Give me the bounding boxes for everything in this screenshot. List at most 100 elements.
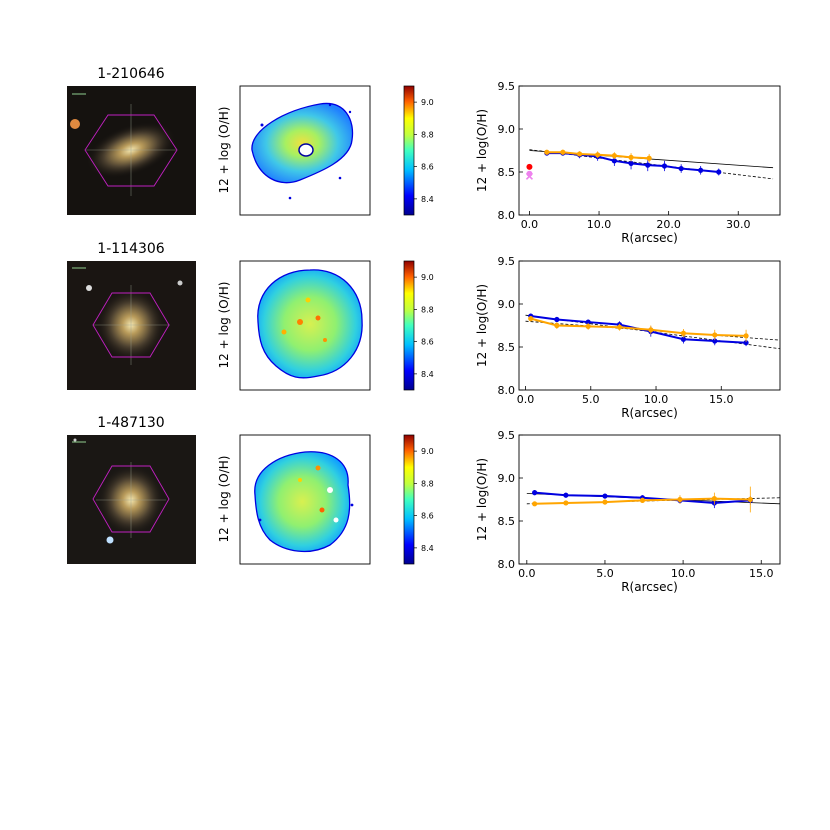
map-ylabel: 12 + log (O/H)	[217, 282, 231, 369]
colorbar-tick-label: 8.8	[421, 130, 434, 139]
data-point	[563, 492, 569, 498]
data-point	[677, 496, 683, 503]
y-tick-label: 8.0	[498, 209, 516, 222]
colorbar-tick-label: 8.4	[421, 370, 434, 379]
central-marker	[526, 163, 533, 170]
data-point	[560, 149, 566, 155]
data-point	[648, 327, 654, 333]
data-point	[532, 501, 538, 507]
y-tick-label: 8.0	[498, 558, 516, 571]
data-point	[554, 322, 560, 329]
colorbar-tick-label: 9.0	[421, 98, 434, 107]
y-tick-label: 8.5	[498, 341, 516, 354]
map-ylabel: 12 + log (O/H)	[217, 456, 231, 543]
colorbar: 8.4 8.6 8.8 9.0	[403, 85, 434, 216]
plot-area	[526, 486, 780, 513]
x-axis-label: R(arcsec)	[621, 406, 678, 420]
data-point	[661, 163, 668, 169]
x-axis-label: R(arcsec)	[621, 231, 678, 245]
colorbar-tick-label: 8.4	[421, 544, 434, 553]
ifu-hexagon	[84, 114, 178, 187]
y-tick-label: 9.5	[498, 255, 516, 268]
colorbar-tick-label: 8.6	[421, 163, 434, 172]
data-point	[712, 332, 718, 338]
row-3: 1-487130 12 + log (O/H) 8.48.68.89.0 8.	[67, 415, 781, 594]
colorbar-tick-label: 9.0	[421, 447, 434, 456]
x-tick-label: 15.0	[749, 567, 774, 580]
y-tick-label: 9.0	[498, 123, 516, 136]
y-axis-label: 12 + log(O/H)	[475, 109, 489, 192]
data-point	[743, 333, 749, 339]
galaxy-image	[67, 261, 196, 390]
data-point	[576, 151, 583, 157]
data-point	[698, 167, 704, 173]
plot-area	[525, 313, 780, 350]
x-tick-label: 10.0	[644, 393, 669, 406]
central-cross-marker	[525, 172, 534, 180]
galaxy-image	[67, 86, 196, 215]
data-point	[611, 153, 617, 159]
colorbar-tick-label: 8.8	[421, 479, 434, 488]
data-point	[680, 330, 687, 336]
colorbar: 8.4 8.6 8.8 9.0	[403, 434, 434, 565]
data-point	[585, 319, 591, 325]
plot-frame	[518, 434, 781, 565]
colorbar-tick-label: 9.0	[421, 273, 434, 282]
data-point	[602, 493, 608, 499]
data-point	[611, 158, 617, 164]
y-tick-label: 9.5	[498, 429, 516, 442]
x-tick-label: 30.0	[726, 218, 751, 231]
x-tick-label: 20.0	[656, 218, 681, 231]
data-point	[563, 500, 569, 506]
y-tick-label: 8.5	[498, 515, 516, 528]
x-axis-label: R(arcsec)	[621, 580, 678, 594]
galaxy-id-title: 1-114306	[97, 241, 164, 257]
ifu-hexagon	[92, 465, 170, 533]
galaxy-id-title: 1-487130	[97, 415, 164, 431]
data-point	[645, 162, 651, 168]
plot-frame	[518, 260, 781, 391]
y-tick-label: 8.5	[498, 166, 516, 179]
plot-area	[529, 149, 774, 180]
y-tick-label: 9.5	[498, 80, 516, 93]
x-tick-label: 0.0	[521, 218, 539, 231]
data-point	[602, 499, 608, 505]
colorbar-tick-label: 8.4	[421, 195, 434, 204]
profile-plot-3: 8.0 8.5 9.0 9.5 0.0 5.0 10.0 15.0 R(arcsec) 12 + …	[475, 429, 781, 594]
x-tick-label: 0.0	[517, 393, 535, 406]
data-point	[628, 160, 634, 166]
ifu-hexagon	[92, 292, 170, 358]
data-point	[554, 316, 560, 323]
plot-frame	[518, 85, 781, 216]
data-point	[595, 152, 601, 158]
y-tick-label: 9.0	[498, 298, 516, 311]
y-axis-label: 12 + log(O/H)	[475, 284, 489, 367]
y-tick-label: 9.0	[498, 472, 516, 485]
metallicity-map: 12 + log (O/H)	[217, 260, 371, 391]
colorbar-tick-label: 8.8	[421, 305, 434, 314]
x-tick-label: 0.0	[518, 567, 536, 580]
data-point	[716, 169, 722, 175]
colorbar: 8.4 8.6 8.8 9.0	[403, 260, 434, 391]
data-point	[712, 338, 718, 344]
data-point	[639, 497, 646, 503]
data-point	[628, 154, 634, 160]
x-tick-label: 15.0	[709, 393, 734, 406]
map-ylabel: 12 + log (O/H)	[217, 107, 231, 194]
x-tick-label: 10.0	[671, 567, 696, 580]
colorbar-tick-label: 8.6	[421, 512, 434, 521]
y-axis-label: 12 + log(O/H)	[475, 458, 489, 541]
metallicity-map: 12 + log (O/H)	[217, 434, 371, 565]
data-point	[532, 490, 538, 496]
galaxy-image	[67, 435, 196, 564]
data-point	[678, 165, 684, 172]
x-tick-label: 10.0	[587, 218, 612, 231]
data-point	[528, 316, 534, 322]
data-point	[711, 496, 717, 502]
colorbar-tick-label: 8.6	[421, 338, 434, 347]
data-point	[646, 155, 652, 161]
y-tick-label: 8.0	[498, 384, 516, 397]
data-point	[585, 323, 591, 329]
row-1: 1-210646 12 + log (O/H) 8.4 8.6 8.8 9.0 8.0…	[67, 66, 781, 245]
